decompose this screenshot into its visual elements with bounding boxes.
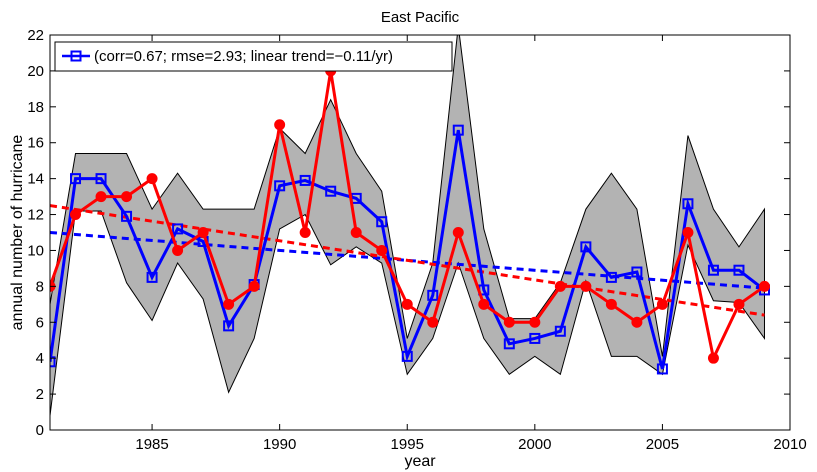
- tick-layer: 1985 1990 1995 2000 2005 2010 0 2 4 6 8 10 12 14 16 18 2…: [27, 27, 806, 453]
- y-tick-label: 10: [27, 242, 44, 259]
- y-tick-label: 0: [36, 422, 44, 439]
- data-point: [529, 316, 541, 328]
- data-point: [631, 266, 643, 278]
- data-point: [452, 227, 464, 238]
- x-tick-label: 1995: [391, 436, 424, 453]
- data-point: [503, 338, 515, 350]
- data-point: [605, 271, 617, 283]
- data-point: [376, 244, 388, 256]
- data-point: [427, 316, 439, 328]
- y-axis-label: annual number of hurricane: [9, 135, 26, 331]
- data-point: [172, 223, 184, 235]
- data-point: [350, 227, 362, 238]
- data-point: [299, 174, 311, 186]
- data-point: [274, 119, 286, 131]
- data-point: [248, 280, 260, 292]
- data-point: [299, 227, 311, 238]
- legend-marker: [70, 50, 82, 62]
- x-axis-label: year: [404, 453, 436, 470]
- y-tick-label: 2: [36, 386, 44, 403]
- data-point: [682, 198, 694, 210]
- data-point: [656, 298, 668, 310]
- y-tick-label: 18: [27, 99, 44, 116]
- data-point: [452, 124, 464, 136]
- data-point: [70, 173, 82, 185]
- data-point: [325, 185, 337, 197]
- y-tick-label: 14: [27, 171, 44, 188]
- data-point: [121, 210, 133, 222]
- data-point: [146, 173, 158, 185]
- series-line: [50, 129, 766, 370]
- data-point: [146, 271, 158, 283]
- y-tick-label: 4: [36, 350, 44, 367]
- data-point: [401, 350, 413, 362]
- y-tick-label: 20: [27, 63, 44, 80]
- data-point: [376, 216, 388, 228]
- data-point: [503, 316, 515, 328]
- data-point: [478, 298, 490, 310]
- data-point: [529, 332, 541, 344]
- y-tick-label: 22: [27, 27, 44, 44]
- data-point: [707, 264, 719, 276]
- y-tick-label: 6: [36, 314, 44, 331]
- data-point: [605, 298, 617, 310]
- y-tick-label: 8: [36, 278, 44, 295]
- data-point: [554, 280, 566, 292]
- data-point: [95, 173, 107, 185]
- y-tick-label: 16: [27, 135, 44, 152]
- y-tick-label: 12: [27, 207, 44, 224]
- data-point: [50, 356, 56, 368]
- data-point: [554, 325, 566, 337]
- legend: (corr=0.67; rmse=2.93; linear trend=−0.1…: [54, 41, 453, 72]
- x-tick-label: 1985: [135, 436, 168, 453]
- data-point: [733, 298, 745, 310]
- x-tick-label: 2005: [646, 436, 679, 453]
- data-point: [707, 352, 719, 364]
- data-point: [70, 209, 82, 221]
- data-point: [656, 363, 668, 375]
- data-point: [172, 244, 184, 256]
- data-point: [274, 180, 286, 192]
- data-point: [631, 316, 643, 328]
- data-point: [223, 298, 235, 310]
- data-point: [223, 320, 235, 332]
- legend-box: [54, 41, 453, 72]
- data-point: [95, 191, 107, 203]
- data-point: [580, 280, 592, 292]
- x-tick-label: 1990: [263, 436, 296, 453]
- legend-label: (corr=0.67; rmse=2.93; linear trend=−0.1…: [94, 48, 393, 65]
- data-point: [580, 241, 592, 253]
- data-point: [121, 191, 133, 203]
- data-point: [401, 298, 413, 310]
- data-point: [733, 264, 745, 276]
- data-point: [197, 227, 209, 238]
- chart-title: East Pacific: [381, 9, 460, 26]
- x-tick-label: 2010: [773, 436, 806, 453]
- data-point: [758, 280, 770, 292]
- data-point: [427, 289, 439, 301]
- plot-frame: [49, 34, 791, 431]
- data-point: [682, 227, 694, 238]
- x-tick-label: 2000: [518, 436, 551, 453]
